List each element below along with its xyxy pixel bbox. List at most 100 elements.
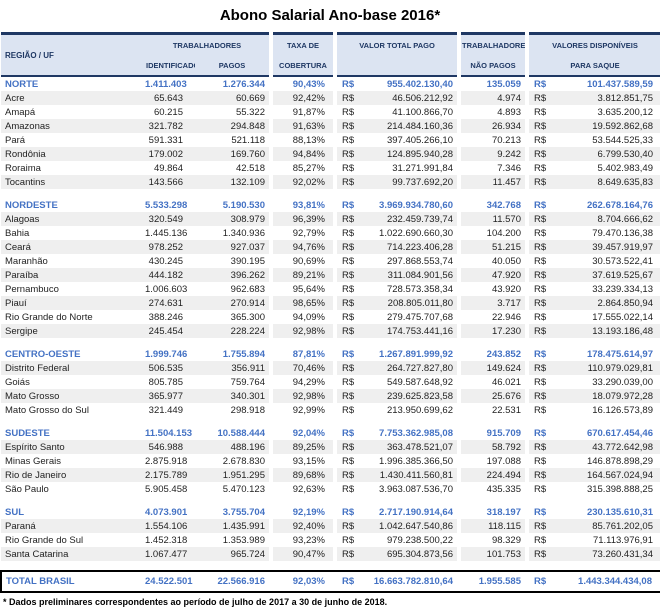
cell-taxa: 93,23% xyxy=(292,534,325,546)
currency-symbol: R$ xyxy=(529,547,555,561)
cell-valor-total: 297.868.553,74 xyxy=(386,255,453,267)
region-row: SUDESTE 11.504.153 10.588.444 92,04% R$ 7.753… xyxy=(1,426,660,440)
cell-valores-disponiveis: 2.864.850,94 xyxy=(555,296,660,310)
column-gap xyxy=(525,389,529,403)
cell-pagos: 308.979 xyxy=(195,212,269,226)
cell-taxa: 94,09% xyxy=(292,311,325,323)
cell-nao-pagos: 435.335 xyxy=(486,483,521,495)
cell-taxa: 93,81% xyxy=(292,199,325,211)
currency-symbol: R$ xyxy=(529,361,555,375)
column-gap xyxy=(457,133,461,147)
cell-valor-total: 1.430.411.560,81 xyxy=(363,468,457,482)
cell-name: Ceará xyxy=(1,240,145,254)
column-gap xyxy=(457,254,461,268)
cell-valor-total: 213.950.699,62 xyxy=(386,404,453,416)
column-gap xyxy=(525,91,529,105)
cell-pagos: 3.755.704 xyxy=(222,506,265,518)
cell-taxa: 92,19% xyxy=(292,506,325,518)
header-valores-disponiveis-line2: PARA SAQUE xyxy=(529,55,660,77)
currency-symbol: R$ xyxy=(534,78,547,90)
currency-symbol: R$ xyxy=(342,455,355,467)
header-valores-disponiveis-line1: VALORES DISPONÍVEIS xyxy=(529,32,660,55)
cell-identificados: 1.999.746 xyxy=(145,348,188,360)
column-gap xyxy=(333,519,337,533)
state-row: Distrito Federal 506.535 356.911 70,46% R$ 26… xyxy=(1,361,660,375)
column-gap xyxy=(457,347,461,361)
state-row: Mato Grosso do Sul 321.449 298.918 92,99% R$… xyxy=(1,403,660,417)
cell-nao-pagos: 11.457 xyxy=(461,175,525,189)
column-gap xyxy=(457,198,461,212)
currency-symbol: R$ xyxy=(342,227,355,239)
cell-valores-disponiveis: 53.544.525,33 xyxy=(592,134,653,146)
currency-symbol: R$ xyxy=(534,134,547,146)
column-gap xyxy=(269,226,273,240)
region-row: NORTE 1.411.403 1.276.344 90,43% R$ 955.402.1… xyxy=(1,76,660,91)
column-gap xyxy=(269,347,273,361)
header-trabalhadores: TRABALHADORES xyxy=(145,32,269,55)
cell-valor-total: 1.042.647.540,86 xyxy=(363,519,457,533)
column-gap xyxy=(333,198,337,212)
currency-symbol: R$ xyxy=(534,534,547,546)
currency-symbol: R$ xyxy=(337,147,363,161)
cell-valor-total: 3.963.087.536,70 xyxy=(379,483,453,495)
column-gap xyxy=(457,482,461,496)
currency-symbol: R$ xyxy=(342,134,355,146)
column-gap xyxy=(457,282,461,296)
cell-pagos: 365.300 xyxy=(230,311,265,323)
cell-pagos: 169.760 xyxy=(195,147,269,161)
state-row: Goiás 805.785 759.764 94,29% R$ 549.587.648,9… xyxy=(1,375,660,389)
state-row: Espírito Santo 546.988 488.196 89,25% R$ 363.… xyxy=(1,440,660,454)
cell-valor-total: 264.727.827,80 xyxy=(363,361,457,375)
cell-name: Mato Grosso do Sul xyxy=(5,404,89,416)
cell-valor-total: 955.402.130,40 xyxy=(386,78,453,90)
cell-taxa: 88,13% xyxy=(292,134,325,146)
cell-nao-pagos: 243.852 xyxy=(486,348,521,360)
currency-symbol: R$ xyxy=(342,404,355,416)
column-gap xyxy=(457,310,461,324)
column-gap xyxy=(333,403,337,417)
cell-name: Santa Catarina xyxy=(1,547,145,561)
column-gap xyxy=(269,519,273,533)
column-gap xyxy=(269,240,273,254)
cell-nao-pagos: 17.230 xyxy=(461,324,525,338)
cell-taxa: 93,15% xyxy=(292,455,325,467)
cell-name: Goiás xyxy=(5,376,30,388)
cell-taxa: 85,27% xyxy=(292,162,325,174)
column-gap xyxy=(525,403,529,417)
state-row: Rondônia 179.002 169.760 94,84% R$ 124.895.94… xyxy=(1,147,660,161)
cell-pagos: 5.190.530 xyxy=(222,199,265,211)
currency-symbol: R$ xyxy=(529,519,555,533)
column-gap xyxy=(525,212,529,226)
cell-nao-pagos: 58.792 xyxy=(461,440,525,454)
cell-pagos: 22.566.916 xyxy=(195,570,269,593)
column-gap xyxy=(457,268,461,282)
state-row: Roraima 49.864 42.518 85,27% R$ 31.271.991,84… xyxy=(1,161,660,175)
column-gap xyxy=(269,33,273,76)
region-row: CENTRO-OESTE 1.999.746 1.755.894 87,81% R$ 1.… xyxy=(1,347,660,361)
cell-nao-pagos: 197.088 xyxy=(486,455,521,467)
currency-symbol: R$ xyxy=(534,348,547,360)
state-row: Bahia 1.445.136 1.340.936 92,79% R$ 1.022.690… xyxy=(1,226,660,240)
cell-pagos: 390.195 xyxy=(230,255,265,267)
page-title: Abono Salarial Ano-base 2016* xyxy=(219,7,441,24)
column-gap xyxy=(457,161,461,175)
header-trabalhadores-nao-pagos-line1: TRABALHADORES xyxy=(461,32,525,55)
currency-symbol: R$ xyxy=(337,440,363,454)
currency-symbol: R$ xyxy=(337,175,363,189)
cell-valores-disponiveis: 670.617.454,46 xyxy=(586,427,653,439)
column-gap xyxy=(333,147,337,161)
currency-symbol: R$ xyxy=(337,240,363,254)
cell-taxa: 92,98% xyxy=(273,324,333,338)
cell-valores-disponiveis: 33.290.039,00 xyxy=(592,376,653,388)
cell-taxa: 92,03% xyxy=(273,570,333,593)
cell-taxa: 87,81% xyxy=(292,348,325,360)
currency-symbol: R$ xyxy=(337,361,363,375)
column-gap xyxy=(333,310,337,324)
column-gap xyxy=(333,105,337,119)
cell-valores-disponiveis: 1.443.344.434,08 xyxy=(555,570,660,593)
cell-identificados: 11.504.153 xyxy=(145,427,193,439)
cell-name: São Paulo xyxy=(5,483,49,495)
currency-symbol: R$ xyxy=(534,311,547,323)
cell-valores-disponiveis: 71.113.976,91 xyxy=(592,534,653,546)
column-gap xyxy=(333,361,337,375)
